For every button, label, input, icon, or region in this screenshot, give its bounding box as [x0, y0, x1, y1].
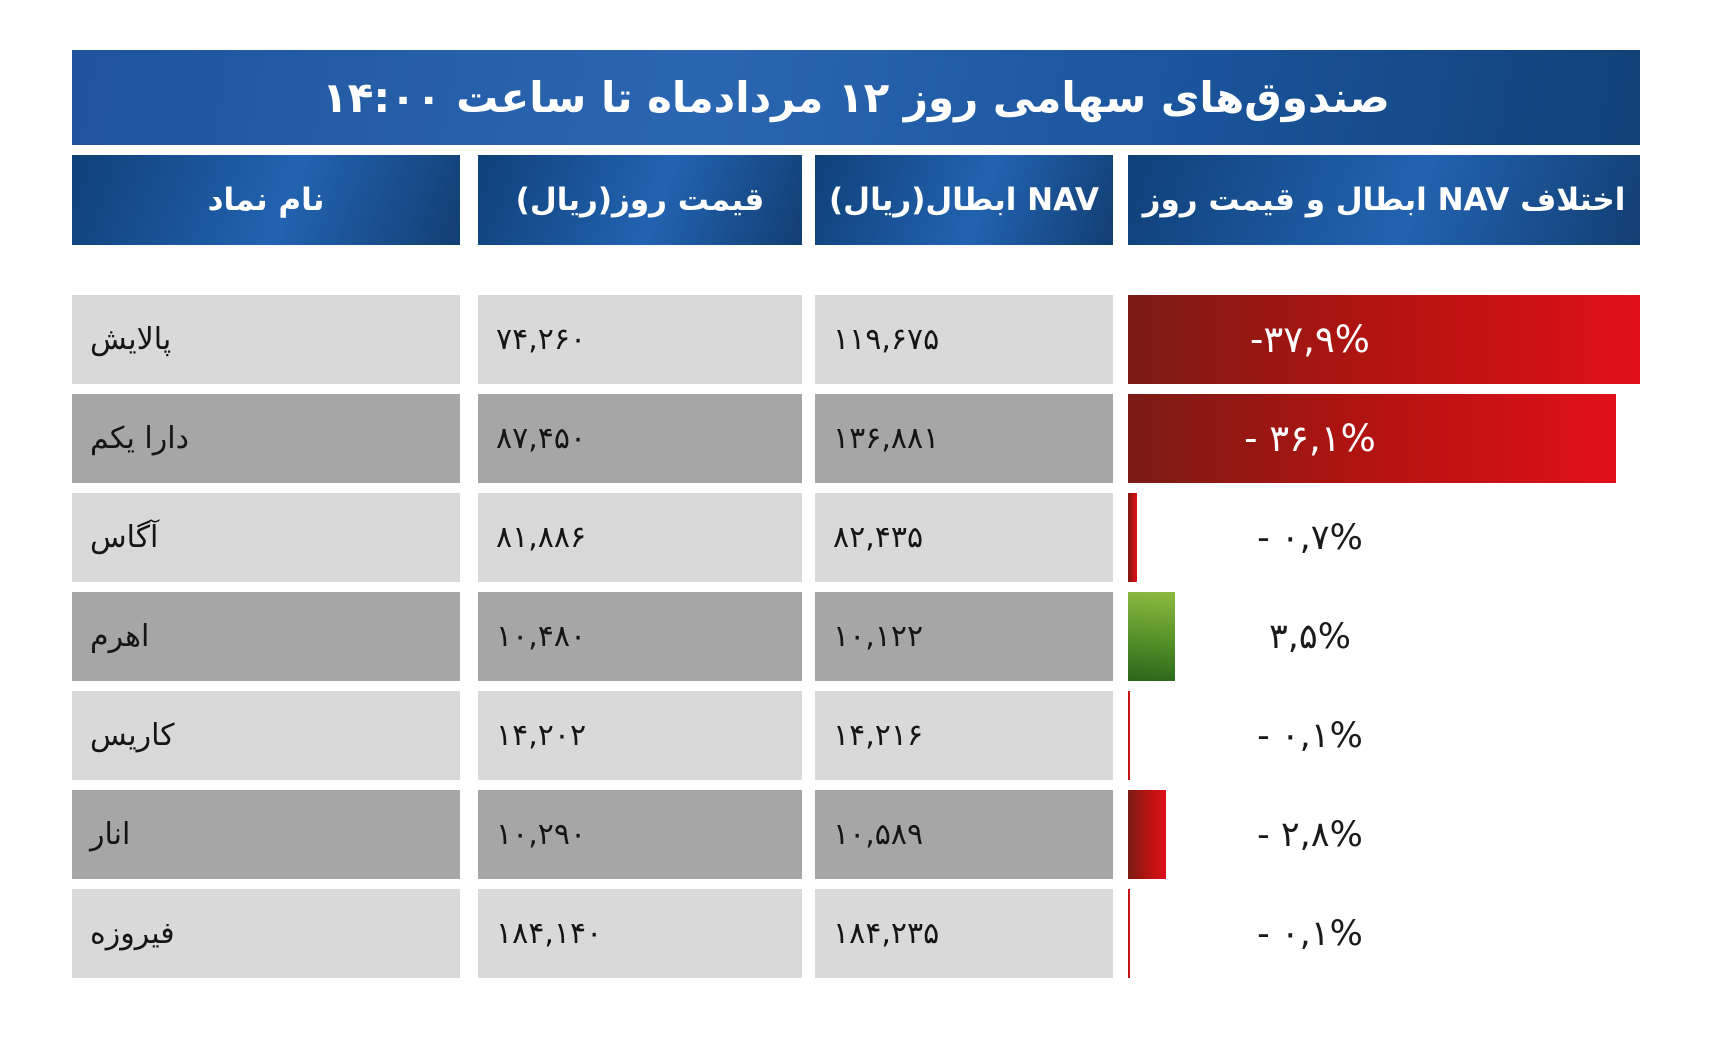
fund-name-cell: دارا یکم	[72, 394, 460, 483]
nav-value-cell: ۱۰,۱۲۲	[815, 592, 1113, 681]
diff-bar	[1128, 394, 1616, 483]
diff-bar-area: - ۰,۱%	[1128, 889, 1640, 978]
nav-value-cell: ۱۰,۵۸۹	[815, 790, 1113, 879]
diff-percent-label: - ۰,۱%	[1257, 913, 1363, 954]
diff-percent-label: - ۳۶,۱%	[1244, 417, 1376, 460]
fund-name-cell: اهرم	[72, 592, 460, 681]
diff-bar	[1128, 493, 1137, 582]
diff-bar-area: - ۰,۱%	[1128, 691, 1640, 780]
fund-name-cell: فیروزه	[72, 889, 460, 978]
nav-value-cell: ۱۸۴,۲۳۵	[815, 889, 1113, 978]
nav-value-cell: ۱۱۹,۶۷۵	[815, 295, 1113, 384]
nav-value-cell: ۱۳۶,۸۸۱	[815, 394, 1113, 483]
diff-percent-label: - ۰,۱%	[1257, 715, 1363, 756]
diff-percent-label: - ۲,۸%	[1257, 814, 1363, 855]
nav-value-cell: ۸۲,۴۳۵	[815, 493, 1113, 582]
column-header-nav: NAV ابطال(ریال)	[815, 155, 1113, 245]
day-price-cell: ۷۴,۲۶۰	[478, 295, 802, 384]
diff-bar	[1128, 592, 1175, 681]
column-header-nav-price-diff: اختلاف NAV ابطال و قیمت روز	[1128, 155, 1640, 245]
nav-value-cell: ۱۴,۲۱۶	[815, 691, 1113, 780]
diff-bar-area: - ۲,۸%	[1128, 790, 1640, 879]
day-price-cell: ۱۸۴,۱۴۰	[478, 889, 802, 978]
day-price-cell: ۱۰,۴۸۰	[478, 592, 802, 681]
day-price-cell: ۸۱,۸۸۶	[478, 493, 802, 582]
table-row: فیروزه ۱۸۴,۱۴۰ ۱۸۴,۲۳۵ - ۰,۱%	[0, 889, 1719, 978]
diff-percent-label: -۳۷,۹%	[1250, 318, 1370, 361]
diff-bar	[1128, 295, 1640, 384]
diff-bar-area: - ۰,۷%	[1128, 493, 1640, 582]
day-price-cell: ۸۷,۴۵۰	[478, 394, 802, 483]
diff-bar	[1128, 691, 1130, 780]
column-header-symbol-name: نام نماد	[72, 155, 460, 245]
diff-bar	[1128, 889, 1130, 978]
day-price-cell: ۱۴,۲۰۲	[478, 691, 802, 780]
table-row: انار ۱۰,۲۹۰ ۱۰,۵۸۹ - ۲,۸%	[0, 790, 1719, 879]
day-price-cell: ۱۰,۲۹۰	[478, 790, 802, 879]
column-header-day-price: قیمت روز(ریال)	[478, 155, 802, 245]
diff-bar-area: - ۳۶,۱%	[1128, 394, 1640, 483]
table-row: پالایش ۷۴,۲۶۰ ۱۱۹,۶۷۵ -۳۷,۹%	[0, 295, 1719, 384]
table-row: کاریس ۱۴,۲۰۲ ۱۴,۲۱۶ - ۰,۱%	[0, 691, 1719, 780]
diff-bar-area: ۳,۵%	[1128, 592, 1640, 681]
diff-bar-area: -۳۷,۹%	[1128, 295, 1640, 384]
diff-percent-label: - ۰,۷%	[1257, 517, 1363, 558]
diff-percent-label: ۳,۵%	[1269, 616, 1351, 657]
table-row: اهرم ۱۰,۴۸۰ ۱۰,۱۲۲ ۳,۵%	[0, 592, 1719, 681]
fund-name-cell: کاریس	[72, 691, 460, 780]
page-title: صندوق‌های سهامی روز ۱۲ مردادماه تا ساعت …	[72, 50, 1640, 145]
table-row: دارا یکم ۸۷,۴۵۰ ۱۳۶,۸۸۱ - ۳۶,۱%	[0, 394, 1719, 483]
fund-name-cell: انار	[72, 790, 460, 879]
diff-bar	[1128, 790, 1166, 879]
table-row: آگاس ۸۱,۸۸۶ ۸۲,۴۳۵ - ۰,۷%	[0, 493, 1719, 582]
fund-name-cell: آگاس	[72, 493, 460, 582]
fund-name-cell: پالایش	[72, 295, 460, 384]
